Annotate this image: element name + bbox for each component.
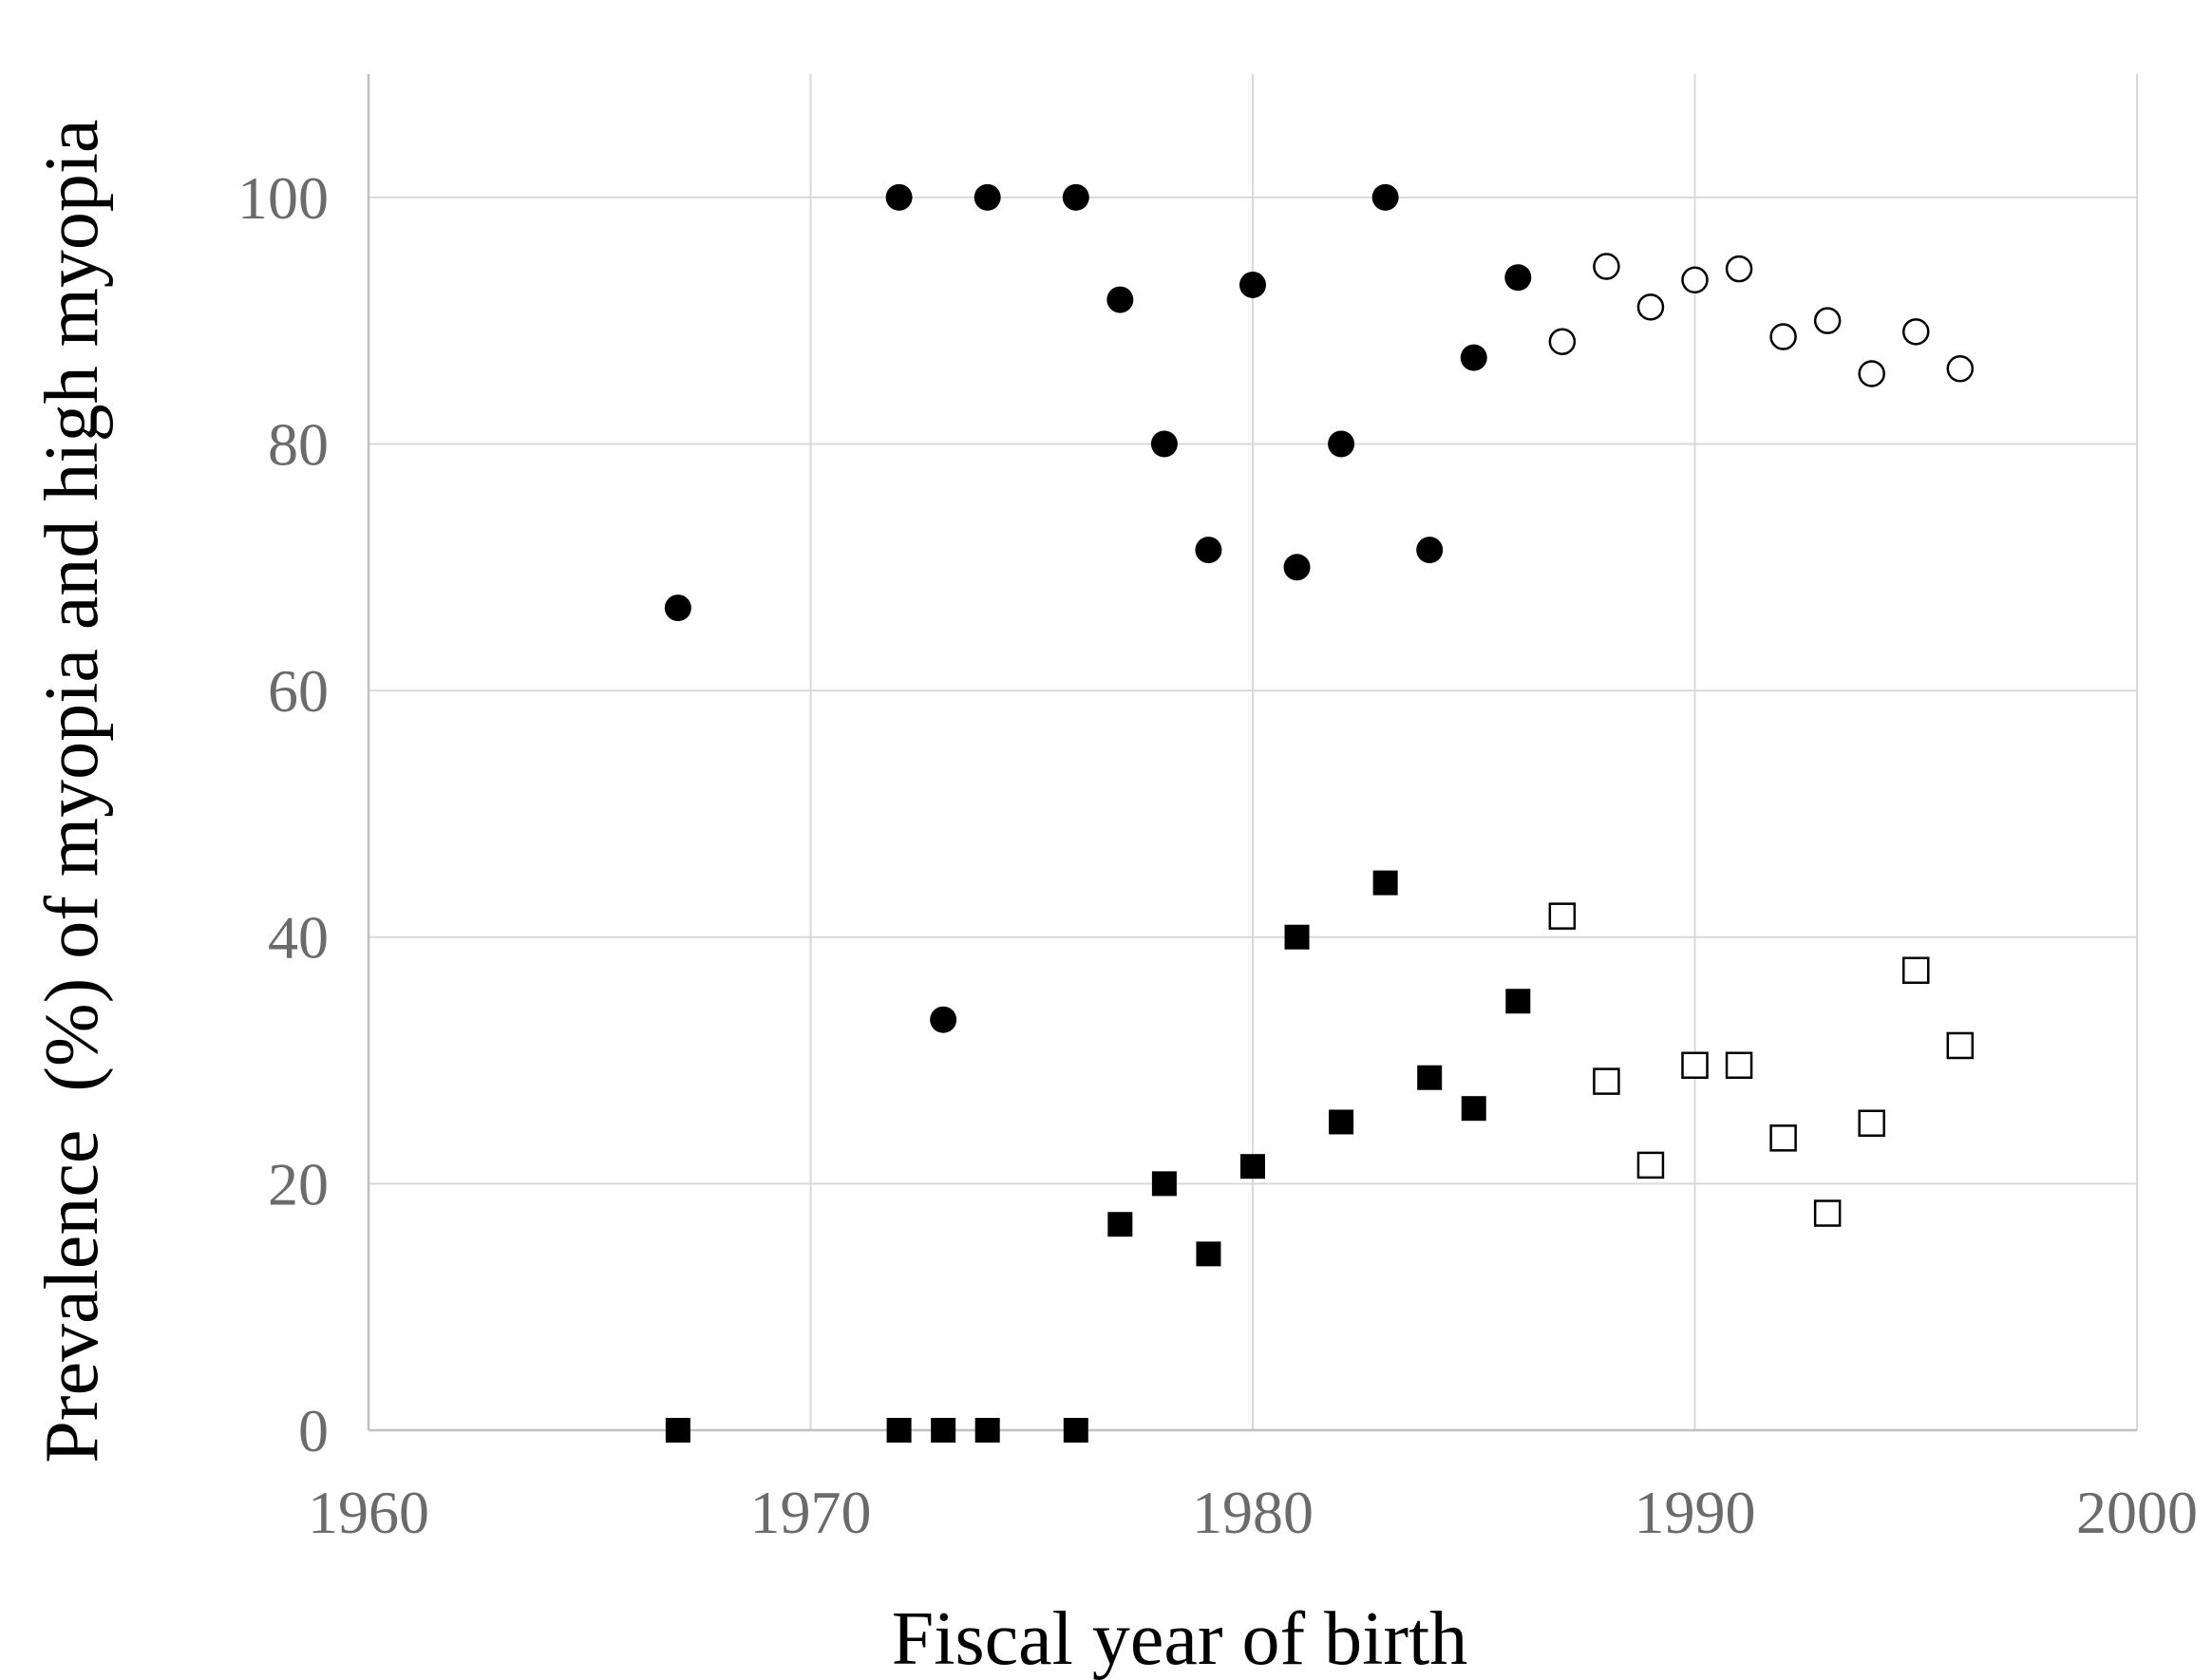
filled-circle-point bbox=[885, 183, 913, 211]
filled-square-point bbox=[1151, 1171, 1177, 1197]
y-tick-label: 60 bbox=[268, 657, 329, 725]
open-square-point bbox=[1593, 1067, 1620, 1095]
filled-square-point bbox=[1063, 1418, 1088, 1443]
open-square-point bbox=[1548, 902, 1577, 930]
open-square-point bbox=[1681, 1051, 1709, 1079]
filled-square-point bbox=[974, 1418, 1000, 1443]
filled-square-point bbox=[886, 1418, 912, 1443]
open-circle-point bbox=[1858, 360, 1885, 387]
y-tick-label: 0 bbox=[298, 1397, 329, 1464]
x-tick-label: 1970 bbox=[750, 1479, 872, 1546]
filled-circle-point bbox=[1106, 286, 1134, 313]
filled-circle-point bbox=[1239, 271, 1266, 298]
open-circle-point bbox=[1593, 253, 1620, 280]
open-square-point bbox=[1725, 1051, 1753, 1079]
filled-square-point bbox=[1329, 1109, 1354, 1135]
filled-circle-point bbox=[930, 1006, 957, 1033]
filled-square-point bbox=[665, 1418, 690, 1443]
open-circle-point bbox=[1813, 307, 1842, 334]
filled-circle-point bbox=[1416, 537, 1444, 564]
y-tick-label: 100 bbox=[237, 164, 329, 232]
filled-circle-point bbox=[1371, 183, 1399, 211]
axes bbox=[367, 74, 2137, 1432]
open-circle-point bbox=[1902, 318, 1930, 346]
open-circle-point bbox=[1946, 355, 1975, 383]
filled-square-point bbox=[1505, 989, 1531, 1014]
open-square-point bbox=[1813, 1199, 1842, 1227]
open-square-point bbox=[1946, 1031, 1975, 1060]
open-square-point bbox=[1769, 1124, 1797, 1152]
filled-square-point bbox=[1196, 1241, 1221, 1267]
filled-circle-point bbox=[1283, 554, 1311, 581]
x-tick-label: 1960 bbox=[308, 1479, 429, 1546]
filled-circle-point bbox=[1195, 537, 1222, 564]
filled-square-point bbox=[1107, 1212, 1133, 1237]
x-tick-label: 2000 bbox=[2076, 1479, 2198, 1546]
open-circle-point bbox=[1769, 323, 1797, 350]
filled-circle-point bbox=[1328, 430, 1355, 458]
x-axis-title: Fiscal year of birth bbox=[892, 1597, 1467, 1680]
open-circle-point bbox=[1725, 255, 1753, 283]
filled-square-point bbox=[1372, 870, 1398, 896]
x-tick-label: 1980 bbox=[1192, 1479, 1314, 1546]
filled-square-point bbox=[1417, 1065, 1443, 1090]
filled-circle-point bbox=[1504, 264, 1532, 292]
open-circle-point bbox=[1636, 293, 1665, 321]
filled-square-point bbox=[1461, 1096, 1486, 1122]
filled-circle-point bbox=[1062, 183, 1089, 211]
open-circle-point bbox=[1681, 266, 1709, 294]
filled-circle-point bbox=[664, 595, 691, 622]
y-axis-title: Prevalence (%) of myopia and high myopia bbox=[30, 119, 114, 1463]
filled-square-point bbox=[1284, 924, 1310, 950]
y-tick-label: 20 bbox=[268, 1150, 329, 1218]
filled-circle-point bbox=[1150, 430, 1178, 458]
y-tick-label: 80 bbox=[268, 410, 329, 478]
y-tick-label: 40 bbox=[268, 904, 329, 972]
filled-square-point bbox=[931, 1418, 956, 1443]
tick-labels: 1960 1970 1980 1990 2000 0 20 40 60 80 100 bbox=[237, 164, 2198, 1546]
data-points bbox=[664, 183, 1975, 1443]
filled-square-point bbox=[1240, 1154, 1265, 1180]
gridlines bbox=[369, 74, 2138, 1430]
filled-circle-point bbox=[974, 183, 1001, 211]
open-circle-point bbox=[1548, 328, 1577, 355]
open-square-point bbox=[1902, 956, 1930, 985]
open-square-point bbox=[1858, 1109, 1885, 1138]
open-square-point bbox=[1636, 1151, 1665, 1180]
x-tick-label: 1990 bbox=[1635, 1479, 1756, 1546]
filled-circle-point bbox=[1460, 344, 1487, 371]
